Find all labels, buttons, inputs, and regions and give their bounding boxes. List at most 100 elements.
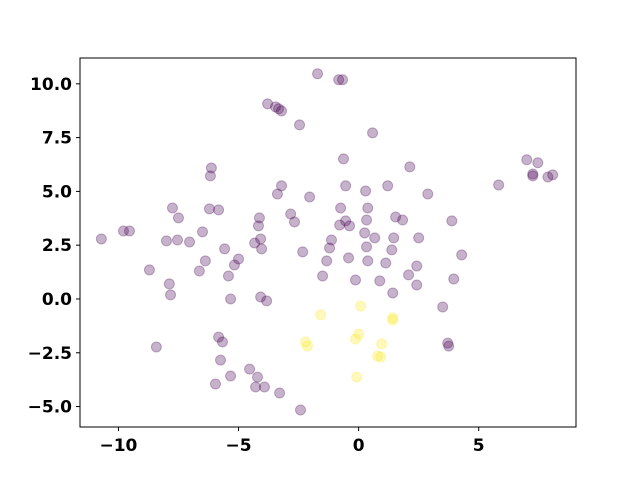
data-point — [382, 180, 394, 192]
data-point — [367, 127, 379, 139]
data-point — [288, 216, 300, 228]
data-point — [369, 232, 381, 244]
data-point — [294, 119, 306, 131]
data-point — [204, 170, 216, 182]
data-point — [542, 171, 554, 183]
data-point — [387, 287, 399, 299]
data-point — [222, 270, 234, 282]
data-point — [255, 291, 267, 303]
data-point — [252, 220, 264, 232]
data-point — [143, 264, 155, 276]
data-point — [343, 220, 355, 232]
data-point — [532, 157, 544, 169]
data-point — [233, 253, 245, 265]
data-point — [209, 378, 221, 390]
data-point — [317, 270, 329, 282]
axes-frame — [79, 57, 577, 428]
data-point — [324, 242, 336, 254]
data-point — [353, 328, 365, 340]
data-point — [203, 203, 215, 215]
data-point — [213, 331, 225, 343]
data-point — [387, 314, 399, 326]
data-point — [117, 225, 129, 237]
data-point — [343, 252, 355, 264]
data-point — [273, 103, 285, 115]
data-point — [375, 351, 387, 363]
data-point — [340, 180, 352, 192]
data-point — [411, 260, 423, 272]
data-point — [404, 161, 416, 173]
data-point — [521, 154, 533, 166]
data-point — [380, 257, 392, 269]
data-point — [333, 74, 345, 86]
data-point — [337, 74, 349, 86]
data-point — [448, 273, 460, 285]
data-point — [163, 278, 175, 290]
data-point — [256, 243, 268, 255]
data-point — [350, 333, 362, 345]
data-point — [403, 269, 415, 281]
y-axis: −5.0 −2.5 0.0 2.5 5.0 7.5 10.0 — [28, 75, 80, 418]
data-point — [456, 249, 468, 261]
data-point — [262, 98, 274, 110]
data-point — [337, 153, 349, 165]
data-point — [276, 105, 288, 117]
data-point — [258, 381, 270, 393]
data-point — [301, 340, 313, 352]
data-point — [547, 169, 559, 181]
data-point — [422, 188, 434, 200]
data-point — [300, 336, 312, 348]
y-tick-label: 10.0 — [30, 75, 72, 95]
data-point — [411, 279, 423, 291]
data-point — [335, 202, 347, 214]
data-point — [213, 204, 225, 216]
data-point — [160, 235, 172, 247]
data-point — [397, 214, 409, 226]
data-point — [95, 233, 107, 245]
data-point — [350, 274, 362, 286]
data-point — [184, 236, 196, 248]
x-tick-label: −5 — [225, 436, 251, 456]
data-point — [219, 243, 231, 255]
data-point — [261, 295, 273, 307]
data-point — [361, 214, 373, 226]
y-tick-label: 0.0 — [42, 290, 72, 310]
data-point — [225, 293, 237, 305]
data-point — [172, 234, 184, 246]
data-point — [172, 212, 184, 224]
data-point — [442, 337, 454, 349]
x-tick-label: 5 — [473, 436, 485, 456]
data-point — [271, 188, 283, 200]
x-tick-label: 0 — [353, 436, 365, 456]
data-point — [228, 259, 240, 271]
data-point — [340, 215, 352, 227]
data-point — [196, 226, 208, 238]
data-point — [334, 219, 346, 231]
data-point — [351, 371, 363, 383]
data-point — [150, 341, 162, 353]
y-tick-label: −5.0 — [28, 398, 73, 418]
data-point — [165, 289, 177, 301]
data-point — [388, 232, 400, 244]
data-point — [362, 202, 374, 214]
data-point — [249, 237, 261, 249]
data-point — [274, 387, 286, 399]
data-point — [315, 309, 327, 321]
data-point — [255, 233, 267, 245]
data-point — [527, 170, 539, 182]
data-point — [390, 211, 402, 223]
data-point — [285, 208, 297, 220]
data-point — [413, 232, 425, 244]
data-point — [321, 255, 333, 267]
data-point — [362, 255, 374, 267]
data-point — [361, 241, 373, 253]
data-point — [252, 371, 264, 383]
data-point — [527, 168, 539, 180]
data-point — [374, 275, 386, 287]
y-tick-label: 5.0 — [42, 182, 72, 202]
data-point — [387, 312, 399, 324]
data-point — [360, 185, 372, 197]
data-point — [437, 301, 449, 313]
data-point — [225, 370, 237, 382]
